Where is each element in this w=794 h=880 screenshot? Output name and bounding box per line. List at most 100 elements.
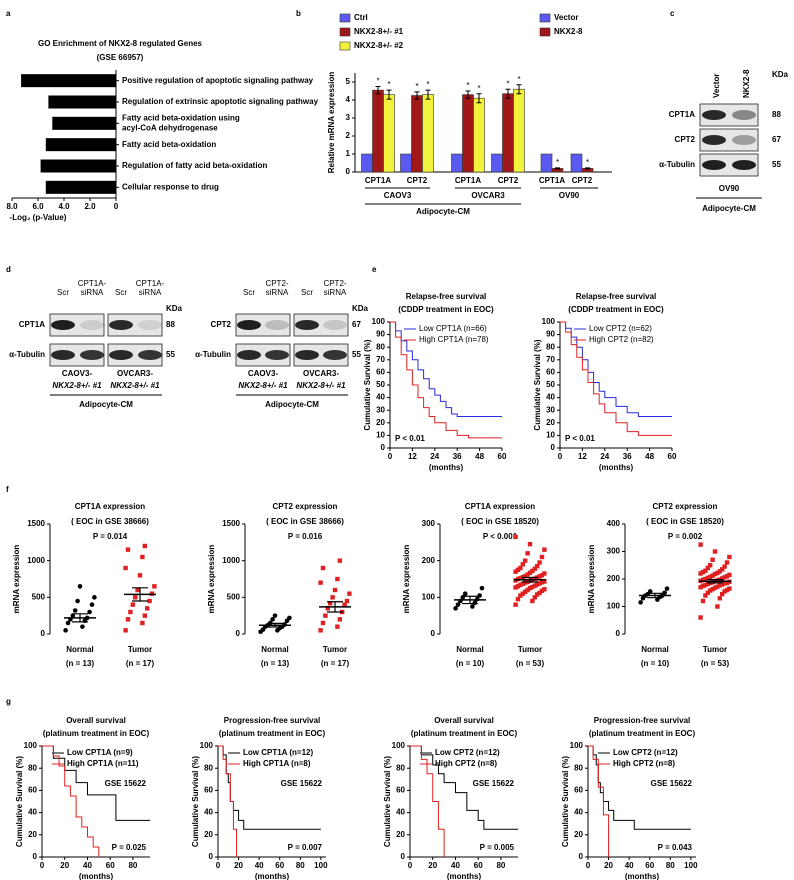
data-point — [523, 558, 528, 563]
y-tick-label: 5 — [346, 77, 351, 86]
significance-mark: * — [376, 77, 379, 86]
y-tick-label: 1000 — [222, 556, 240, 565]
group-label: OVCAR3 — [471, 191, 505, 200]
category-label: Fatty acid beta-oxidation using — [122, 113, 240, 122]
legend-label: Low CPT1A (n=66) — [419, 324, 487, 333]
y-tick-label: 0 — [431, 629, 436, 638]
y-tick-label: 100 — [24, 741, 38, 750]
data-point — [535, 563, 540, 569]
data-point — [710, 586, 715, 592]
column-label: siRNA — [324, 288, 347, 297]
blot-band — [732, 135, 756, 145]
survival-curve — [560, 321, 672, 436]
blot-band — [138, 350, 162, 360]
legend-label: Low CPT2 (n=12) — [613, 748, 678, 757]
survival-curve — [410, 745, 518, 830]
panel-label: g — [6, 697, 11, 706]
data-point — [335, 576, 340, 582]
y-tick-label: 0 — [401, 852, 406, 861]
data-point — [337, 558, 342, 563]
data-point — [527, 585, 533, 591]
y-tick-label: 40 — [28, 808, 37, 817]
data-point — [724, 580, 730, 586]
sem-bar — [132, 587, 148, 602]
data-point — [700, 569, 706, 575]
kda-value: 88 — [166, 320, 175, 329]
blot-band — [295, 320, 319, 330]
data-point — [542, 547, 547, 552]
data-point — [520, 581, 525, 586]
y-tick-label: 300 — [607, 547, 621, 556]
dataset-label: GSE 15622 — [651, 779, 693, 788]
cell-line-label: CAOV3- — [248, 369, 279, 378]
data-point — [539, 573, 545, 578]
x-tick-label: 40 — [625, 861, 634, 870]
data-point — [703, 568, 708, 573]
x-tick-label: Tumor — [323, 645, 347, 654]
bar — [45, 138, 116, 152]
x-tick-label: CPT1A — [455, 176, 481, 185]
bar — [45, 180, 116, 194]
data-point — [455, 602, 461, 607]
data-point — [532, 583, 537, 588]
data-point — [337, 617, 342, 622]
y-tick-label: 1 — [346, 149, 351, 158]
y-tick-label: 60 — [204, 786, 213, 795]
cell-line-label: OV90 — [719, 184, 740, 193]
data-point — [717, 596, 722, 601]
x-tick-label: 80 — [666, 861, 675, 870]
y-axis-label: mRNA expression — [587, 545, 596, 614]
y-tick-label: 2 — [346, 131, 351, 140]
data-point — [453, 606, 458, 611]
chart-subtitle: (CDDP treatment in EOC) — [398, 305, 494, 314]
data-point — [128, 609, 133, 615]
y-axis-label: Cumulative Survival (%) — [15, 756, 24, 847]
data-point — [647, 589, 653, 594]
data-point — [717, 569, 722, 574]
dataset-label: GSE 15622 — [473, 779, 515, 788]
survival-curve — [42, 745, 150, 821]
data-point — [698, 615, 703, 620]
data-point — [515, 596, 521, 602]
p-value: P < 0.01 — [565, 434, 595, 443]
data-point — [539, 580, 545, 585]
data-point — [722, 581, 727, 586]
data-point — [89, 602, 95, 607]
error-bar — [585, 167, 590, 170]
x-tick-label: 20 — [234, 861, 243, 870]
kda-header: KDa — [352, 304, 369, 313]
y-tick-label: 100 — [607, 602, 621, 611]
data-point — [477, 593, 482, 598]
data-point — [518, 593, 523, 598]
y-tick-label: 40 — [376, 393, 385, 402]
significance-mark: * — [415, 82, 418, 91]
data-point — [523, 589, 528, 595]
data-point — [720, 591, 725, 597]
bar — [21, 74, 117, 88]
y-tick-label: 30 — [546, 405, 555, 414]
data-point — [724, 587, 730, 593]
x-tick-label: 60 — [645, 861, 654, 870]
data-point — [708, 574, 713, 579]
bar — [473, 97, 485, 173]
blot-band — [732, 110, 756, 120]
y-tick-label: 80 — [28, 763, 37, 772]
sem-bar — [707, 578, 723, 584]
legend-swatch — [339, 41, 351, 51]
kda-value: 55 — [166, 350, 175, 359]
data-point — [724, 560, 730, 565]
data-point — [513, 585, 518, 590]
treatment-label: Adipocyte-CM — [702, 204, 756, 213]
data-point — [270, 617, 275, 622]
data-point — [712, 549, 718, 554]
data-point — [527, 541, 533, 547]
legend-label: High CPT2 (n=82) — [589, 335, 654, 344]
column-label: Scr — [243, 288, 255, 297]
blot-band — [109, 350, 133, 360]
data-point — [318, 628, 323, 633]
y-tick-label: 20 — [546, 418, 555, 427]
error-bar — [375, 86, 381, 95]
y-axis-label: Relative mRNA expression — [327, 72, 336, 174]
x-axis-label: (months) — [625, 872, 660, 880]
data-point — [318, 580, 323, 585]
